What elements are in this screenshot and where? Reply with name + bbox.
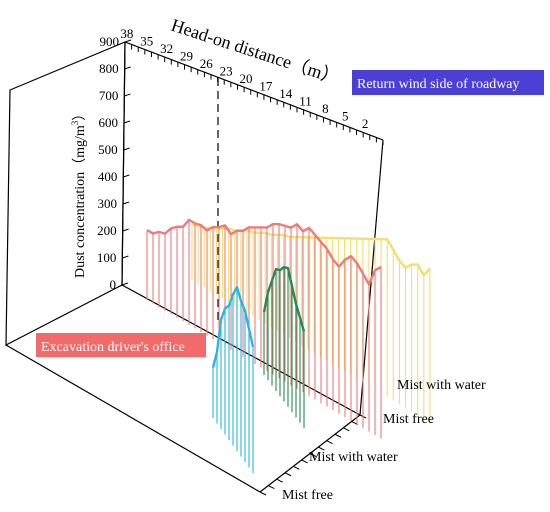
- x-tick-label: 23: [220, 63, 233, 78]
- y-tick-mark: [123, 174, 130, 178]
- depth-tick-mark: [268, 485, 275, 490]
- x-tick-label: 17: [259, 79, 273, 94]
- depth-label-mist-free-back: Mist free: [383, 412, 434, 427]
- depth-tick-mark: [301, 459, 308, 464]
- depth-label-mist-free-front: Mist free: [282, 488, 333, 503]
- y-tick-label: 300: [98, 196, 118, 211]
- depth-tick-mark: [276, 478, 283, 483]
- y-tick-label: 800: [99, 61, 119, 76]
- y-axis-title-close: ）: [72, 107, 88, 121]
- y-tick-mark: [122, 255, 129, 259]
- y-axis-title-sup: 3: [70, 120, 80, 125]
- x-tick-label: 20: [240, 71, 253, 86]
- x-tick-label: 11: [299, 94, 312, 109]
- annotation-return-side-box: [352, 70, 544, 95]
- series-mist-with-water-return-side: [191, 222, 431, 423]
- y-tick-label: 600: [99, 115, 119, 130]
- depth-tick-mark: [318, 446, 325, 451]
- series-line: [262, 265, 306, 332]
- y-tick-label: 400: [98, 169, 118, 184]
- series-mist-free-return-side: [146, 218, 382, 439]
- series-line: [191, 222, 431, 277]
- y-tick-label: 700: [99, 88, 119, 103]
- x-tick-label: 2: [362, 116, 369, 131]
- y-tick-label: 200: [97, 223, 117, 238]
- depth-axis: [259, 414, 367, 496]
- y-tick-mark: [124, 66, 131, 70]
- y-tick-label: 900: [100, 34, 120, 49]
- x-tick-label: 38: [120, 26, 133, 41]
- y-tick-mark: [123, 120, 131, 124]
- annotation-return-side: Return wind side of roadway: [352, 70, 544, 95]
- depth-tick-mark: [326, 440, 333, 445]
- y-tick-mark: [124, 39, 132, 43]
- x-tick-label: 26: [200, 56, 214, 71]
- annotation-driver-office-text: Excavation driver's office: [41, 340, 185, 355]
- y-axis: 0 100 200 300 400 500 600 700 800 900: [97, 34, 132, 292]
- top-back-edge: [124, 41, 384, 141]
- series-mist-with-water-driver-office: [262, 265, 306, 428]
- annotation-driver-office-box: [36, 333, 206, 357]
- series-layer: [146, 218, 431, 473]
- depth-tick-mark: [343, 427, 350, 432]
- depth-label-mist-with-water-back: Mist with water: [397, 378, 486, 393]
- depth-label-mist-with-water-front: Mist with water: [309, 450, 398, 465]
- y-tick-label: 500: [98, 142, 118, 157]
- depth-tick-mark: [293, 465, 300, 470]
- x-tick-label: 35: [140, 33, 153, 48]
- x-tick-label: 14: [279, 86, 293, 101]
- y-tick-mark: [122, 228, 129, 232]
- series-line: [146, 218, 382, 286]
- x-tick-label: 8: [322, 101, 329, 116]
- annotation-driver-office: Excavation driver's office: [36, 333, 206, 357]
- depth-tick-mark: [309, 453, 317, 457]
- y-tick-mark: [122, 201, 130, 205]
- annotation-return-side-text: Return wind side of roadway: [357, 77, 520, 92]
- y-tick-label: 0: [110, 277, 117, 292]
- series-mist-free-driver-office: [211, 286, 255, 473]
- x-tick-label: 29: [180, 48, 193, 63]
- x-tick-label: 5: [342, 109, 349, 124]
- y-axis-title: Dust concentration（mg/m3）: [70, 107, 88, 278]
- y-tick-mark: [121, 282, 129, 286]
- series-line: [211, 286, 255, 368]
- x-tick-label: 32: [160, 41, 173, 56]
- y-tick-mark: [124, 93, 131, 97]
- y-axis-title-main: Dust concentration（mg/m: [72, 125, 88, 278]
- floor-front-edge: [5, 344, 261, 493]
- x-axis: 38 35 32 29 26 23 20 17 14 11 852: [120, 26, 384, 145]
- depth-tick-mark: [334, 433, 342, 438]
- x-axis-title: Head-on distance（m）: [169, 15, 342, 88]
- y-tick-mark: [123, 147, 130, 151]
- y-axis-line: [121, 41, 126, 286]
- depth-tick-mark: [259, 491, 267, 496]
- depth-tick-mark: [284, 472, 292, 477]
- y-tick-label: 100: [97, 250, 117, 265]
